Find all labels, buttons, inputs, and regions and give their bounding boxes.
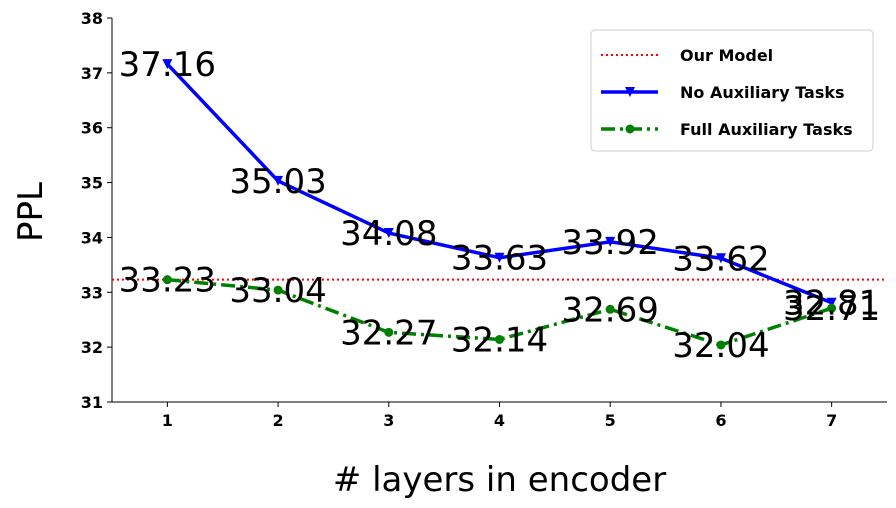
x-axis-title: # layers in encoder <box>333 460 666 500</box>
x-tick-label: 5 <box>605 411 616 430</box>
data-point-marker <box>495 334 504 344</box>
x-tick-label: 1 <box>162 411 173 430</box>
data-point-marker <box>273 285 283 295</box>
x-tick-label: 6 <box>715 411 726 430</box>
series-no-auxiliary-tasks <box>162 59 837 308</box>
data-label: 34.08 <box>340 214 437 254</box>
y-tick-label: 31 <box>81 393 103 412</box>
data-label: 32.27 <box>340 313 437 353</box>
data-point-marker <box>605 236 616 247</box>
data-point-marker <box>826 297 837 308</box>
data-label: 32.71 <box>783 289 880 329</box>
legend-entry: Full Auxiliary Tasks <box>601 120 853 139</box>
legend-frame <box>590 29 874 152</box>
data-point-marker <box>384 327 394 337</box>
data-label: 33.04 <box>229 271 326 311</box>
y-tick-label: 36 <box>81 119 103 138</box>
series-full-auxiliary-tasks <box>162 275 837 350</box>
data-point-marker <box>273 175 284 186</box>
y-axis-title: PPL <box>11 182 51 242</box>
y-tick-label: 33 <box>81 283 103 302</box>
data-point-marker <box>715 253 726 264</box>
legend-label: Full Auxiliary Tasks <box>680 120 853 139</box>
data-point-marker <box>625 124 635 134</box>
data-point-marker <box>494 252 505 263</box>
legend-entry: Our Model <box>601 46 773 65</box>
data-label: 33.23 <box>119 261 216 301</box>
data-point-marker <box>383 228 394 239</box>
data-point-marker <box>827 303 837 313</box>
legend: Our Model No Auxiliary Tasks Full Auxiliar… <box>590 29 874 152</box>
data-label: 33.63 <box>451 239 548 279</box>
legend-label: No Auxiliary Tasks <box>680 83 845 102</box>
y-tick-label: 38 <box>81 9 103 28</box>
data-label: 35.03 <box>229 162 326 202</box>
data-label: 32.04 <box>672 326 769 366</box>
y-tick-label: 35 <box>81 174 103 193</box>
data-labels: 37.16 35.03 34.08 33.63 33.92 33.62 32.81 33.23… <box>119 45 881 366</box>
y-tick-label: 32 <box>81 338 103 357</box>
data-point-marker <box>716 340 726 350</box>
data-point-marker <box>605 304 615 314</box>
y-tick-label: 37 <box>81 64 103 83</box>
data-point-marker <box>162 59 173 70</box>
x-tick-label: 3 <box>383 411 394 430</box>
data-label: 33.62 <box>672 239 769 279</box>
data-label: 32.69 <box>562 290 659 330</box>
x-tick-label: 7 <box>826 411 837 430</box>
data-point-marker <box>162 275 172 285</box>
data-point-marker <box>625 87 635 97</box>
x-tick-label: 4 <box>494 411 505 430</box>
data-label: 33.92 <box>562 223 659 263</box>
data-label: 37.16 <box>119 45 216 85</box>
legend-label: Our Model <box>680 46 773 65</box>
data-label: 32.14 <box>451 320 548 360</box>
legend-entry: No Auxiliary Tasks <box>601 83 845 102</box>
series-lines <box>112 59 887 350</box>
data-label: 32.81 <box>783 284 880 324</box>
x-tick-label: 2 <box>273 411 284 430</box>
y-tick-label: 34 <box>81 228 103 247</box>
